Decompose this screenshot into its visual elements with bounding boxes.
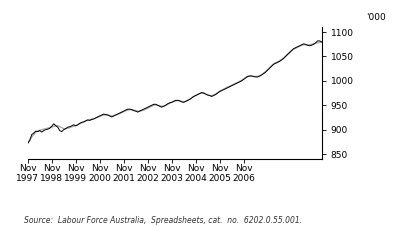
Text: Source:  Labour Force Australia,  Spreadsheets, cat.  no.  6202.0.55.001.: Source: Labour Force Australia, Spreadsh…	[24, 216, 302, 225]
Text: '000: '000	[366, 13, 386, 22]
